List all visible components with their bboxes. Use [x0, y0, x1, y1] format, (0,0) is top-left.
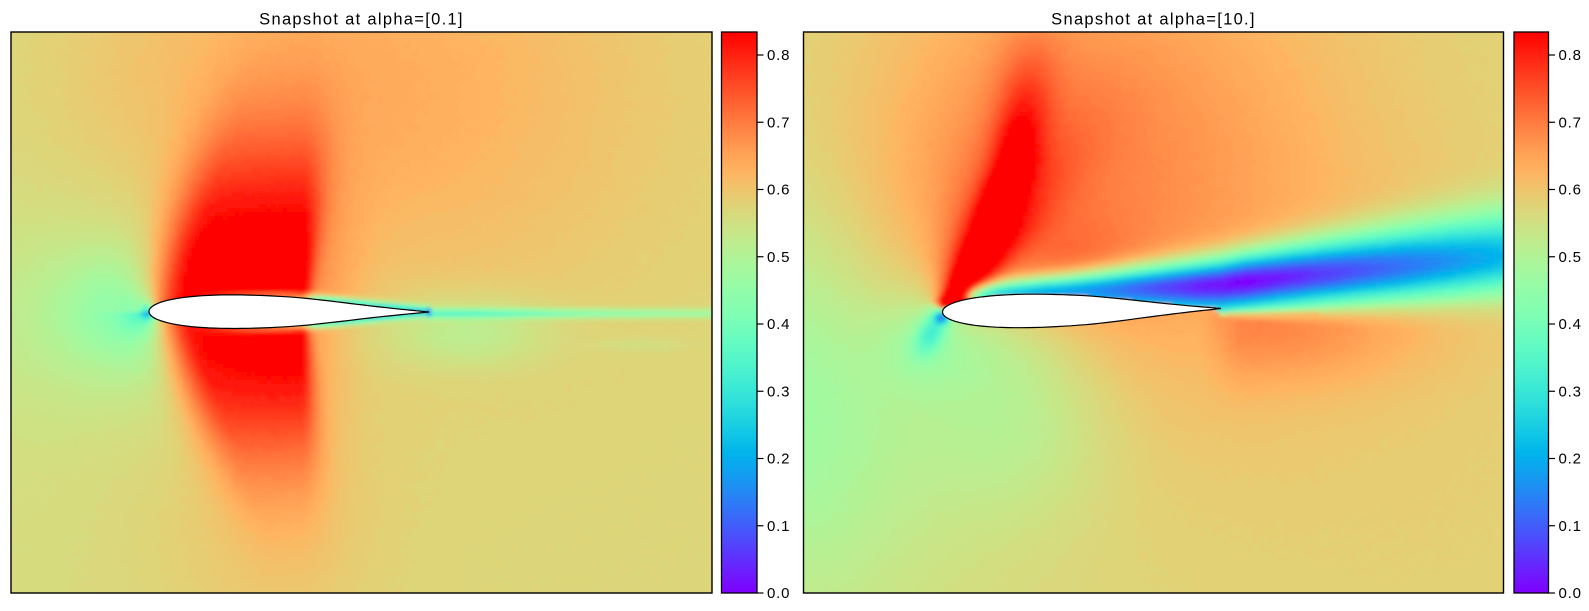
svg-text:0.4: 0.4	[767, 316, 790, 333]
svg-text:0.0: 0.0	[1559, 585, 1582, 602]
svg-text:0.1: 0.1	[1559, 518, 1582, 535]
svg-text:0.2: 0.2	[767, 451, 790, 468]
svg-text:0.6: 0.6	[767, 182, 790, 199]
svg-text:0.3: 0.3	[767, 383, 790, 400]
svg-text:0.4: 0.4	[1559, 316, 1582, 333]
svg-text:0.3: 0.3	[1559, 383, 1582, 400]
svg-text:0.6: 0.6	[1559, 182, 1582, 199]
svg-text:0.8: 0.8	[767, 47, 790, 64]
svg-text:0.8: 0.8	[1559, 47, 1582, 64]
svg-text:0.2: 0.2	[1559, 451, 1582, 468]
svg-text:0.7: 0.7	[767, 114, 790, 131]
svg-text:0.0: 0.0	[767, 585, 790, 602]
svg-text:0.5: 0.5	[767, 249, 790, 266]
svg-text:0.1: 0.1	[767, 518, 790, 535]
svg-text:Snapshot at alpha=[0.1]: Snapshot at alpha=[0.1]	[259, 11, 464, 29]
svg-text:0.7: 0.7	[1559, 114, 1582, 131]
svg-text:0.5: 0.5	[1559, 249, 1582, 266]
svg-text:Snapshot at alpha=[10.]: Snapshot at alpha=[10.]	[1051, 11, 1256, 29]
